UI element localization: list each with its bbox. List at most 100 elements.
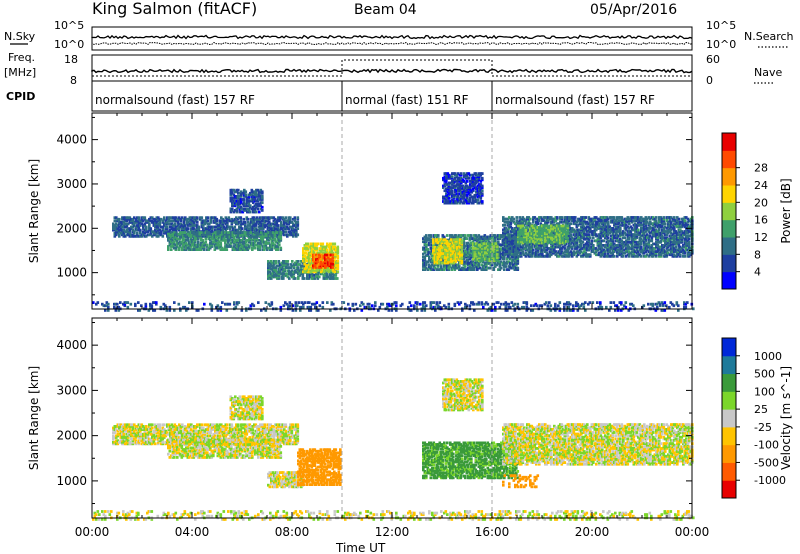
data-cell [280, 261, 284, 265]
data-cell [143, 234, 147, 238]
data-cell [198, 234, 202, 238]
data-cell [236, 243, 239, 247]
data-cell [283, 217, 286, 221]
data-cell [286, 266, 290, 269]
data-cell [267, 274, 270, 277]
data-cell [291, 272, 294, 276]
data-cell [269, 245, 272, 248]
data-cell [183, 248, 187, 251]
data-cell [136, 219, 139, 223]
data-cell [237, 204, 240, 208]
data-cell [295, 231, 298, 235]
data-cell [336, 270, 340, 274]
data-cell [276, 235, 280, 239]
data-cell [295, 222, 298, 226]
data-cell [260, 232, 263, 236]
data-cell [225, 232, 229, 236]
data-cell [270, 274, 273, 277]
data-cell [289, 216, 292, 220]
data-cell [248, 246, 251, 250]
data-cell [290, 231, 294, 235]
data-cell [278, 235, 281, 239]
data-cell [237, 243, 241, 247]
data-cell [592, 244, 595, 247]
data-cell [121, 225, 124, 229]
data-cell [134, 225, 138, 229]
data-cell [292, 222, 295, 226]
data-cell [194, 217, 198, 221]
data-cell [249, 199, 252, 203]
data-cell [230, 222, 234, 226]
data-cell [229, 196, 233, 200]
data-cell [139, 228, 142, 232]
data-cell [194, 228, 198, 232]
data-cell [516, 266, 520, 270]
data-cell [145, 228, 148, 232]
data-cell [257, 242, 260, 245]
data-cell [234, 209, 237, 212]
data-cell [284, 227, 288, 230]
data-cell [116, 224, 120, 227]
data-cell [215, 225, 219, 229]
data-cell [185, 238, 188, 242]
data-cell [124, 216, 127, 220]
data-cell [283, 221, 286, 224]
data-cell [251, 221, 255, 224]
data-cell [460, 172, 463, 175]
data-cell [194, 232, 197, 236]
data-cell [237, 246, 241, 250]
data-cell [167, 246, 170, 250]
data-cell [250, 219, 253, 223]
data-cell [244, 204, 248, 208]
data-cell [231, 234, 235, 238]
data-cell [232, 228, 235, 232]
data-cell [228, 243, 232, 247]
data-cell [288, 266, 291, 269]
data-cell [221, 222, 225, 226]
data-cell [237, 195, 240, 198]
data-cell [203, 227, 207, 230]
data-cell [149, 228, 153, 232]
data-cell [158, 219, 162, 223]
data-cell [242, 243, 245, 247]
data-cell [116, 227, 120, 230]
data-cell [235, 221, 238, 224]
data-cell [183, 243, 187, 247]
data-cell [249, 238, 253, 242]
data-cell [218, 227, 222, 230]
data-cell [115, 230, 118, 234]
data-cell [151, 216, 154, 220]
data-cell [268, 275, 272, 279]
data-cell [253, 207, 257, 211]
data-cell [254, 227, 258, 230]
data-cell [188, 240, 191, 244]
data-cell [253, 196, 257, 200]
data-cell [290, 221, 294, 224]
data-cell [264, 234, 268, 238]
data-cell [270, 246, 274, 250]
data-cell [277, 275, 281, 279]
data-cell [216, 237, 220, 241]
data-cell [283, 267, 287, 271]
data-cell [276, 237, 280, 241]
data-cell [146, 221, 150, 224]
data-cell [331, 262, 335, 266]
data-cell [197, 245, 200, 248]
data-cell [296, 222, 300, 226]
data-cell [268, 270, 272, 274]
data-cell [261, 209, 264, 212]
data-cell [279, 264, 282, 268]
data-cell [200, 242, 203, 245]
data-cell [170, 238, 173, 242]
data-cell [336, 254, 340, 258]
data-cell [203, 243, 206, 247]
data-cell [226, 221, 229, 224]
data-cell [245, 238, 248, 242]
data-cell [192, 245, 196, 248]
data-cell [146, 233, 150, 237]
data-cell [180, 248, 184, 251]
data-cell [269, 234, 272, 238]
data-cell [202, 219, 205, 223]
data-cell [185, 246, 188, 250]
data-cell [231, 201, 234, 204]
